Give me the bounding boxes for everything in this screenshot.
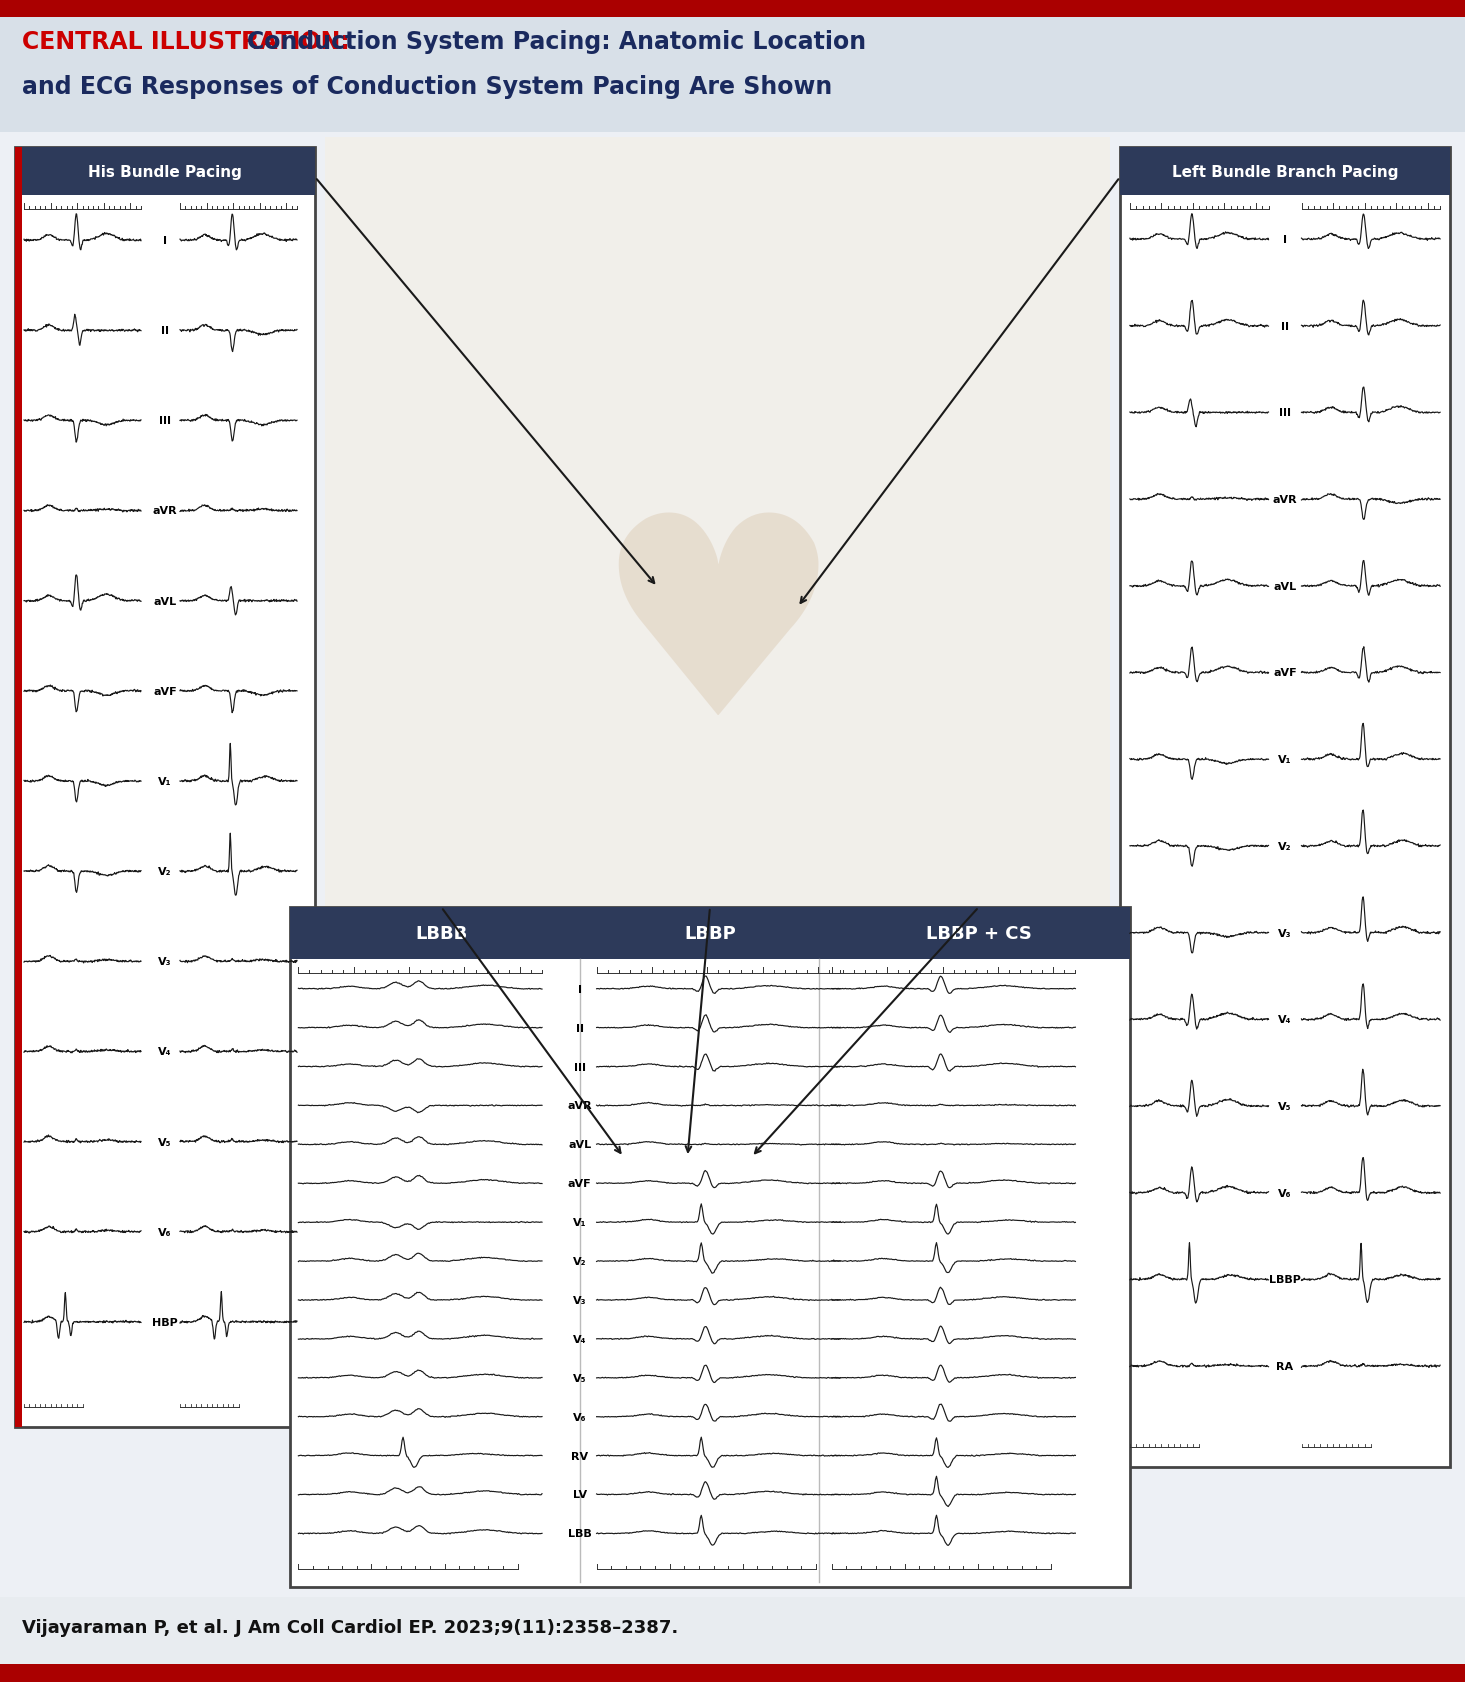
Text: LBBP: LBBP: [1269, 1275, 1301, 1285]
Text: aVL: aVL: [154, 597, 177, 606]
Text: Conduction System Pacing: Anatomic Location: Conduction System Pacing: Anatomic Locat…: [248, 30, 866, 54]
Bar: [0, 0, 1465, 19]
Text: V₄: V₄: [1279, 1014, 1292, 1024]
Text: LV: LV: [573, 1490, 587, 1500]
Text: V₆: V₆: [573, 1411, 586, 1421]
Text: aVL: aVL: [1273, 582, 1297, 592]
Text: His Bundle Pacing: His Bundle Pacing: [88, 165, 242, 180]
Text: I: I: [577, 984, 582, 994]
Text: V₄: V₄: [573, 1334, 586, 1344]
Text: V₂: V₂: [158, 866, 171, 876]
Text: aVF: aVF: [1273, 668, 1297, 678]
Text: V₆: V₆: [158, 1226, 171, 1236]
Text: ♥: ♥: [593, 503, 842, 772]
Text: II: II: [1280, 321, 1289, 331]
Bar: [0, 19, 1465, 133]
Bar: [1121, 148, 1450, 1467]
Text: V₅: V₅: [158, 1137, 171, 1147]
Bar: [15, 148, 315, 1426]
Bar: [325, 138, 1110, 1198]
Text: I: I: [163, 235, 167, 246]
Text: RV: RV: [571, 1450, 589, 1460]
Text: III: III: [160, 415, 171, 426]
Text: V₆: V₆: [1279, 1187, 1292, 1198]
Text: LBBP: LBBP: [684, 925, 735, 942]
Bar: [1121, 148, 1450, 195]
Text: V₃: V₃: [158, 957, 171, 967]
Text: V₂: V₂: [573, 1256, 586, 1267]
Text: aVR: aVR: [1273, 495, 1298, 505]
Text: LBBP + CS: LBBP + CS: [926, 925, 1031, 942]
Text: aVR: aVR: [567, 1100, 592, 1110]
Text: II: II: [576, 1023, 583, 1033]
Bar: [290, 908, 1130, 1588]
Text: aVR: aVR: [152, 506, 177, 516]
Text: III: III: [574, 1061, 586, 1071]
Bar: [15, 148, 22, 1426]
Bar: [0, 1663, 1465, 1682]
Text: LBBB: LBBB: [415, 925, 467, 942]
Text: I: I: [1283, 235, 1286, 246]
Text: aVF: aVF: [568, 1179, 592, 1189]
Text: RA: RA: [1276, 1361, 1294, 1371]
Text: V₃: V₃: [573, 1295, 586, 1305]
Text: V₁: V₁: [158, 777, 171, 787]
Text: V₃: V₃: [1279, 928, 1292, 939]
Text: and ECG Responses of Conduction System Pacing Are Shown: and ECG Responses of Conduction System P…: [22, 76, 832, 99]
Bar: [290, 908, 1130, 959]
Text: HBP: HBP: [152, 1317, 177, 1327]
Text: Left Bundle Branch Pacing: Left Bundle Branch Pacing: [1172, 165, 1398, 180]
Bar: [0, 133, 1465, 1596]
Text: V₄: V₄: [158, 1046, 171, 1056]
Bar: [15, 148, 315, 195]
Text: LBB: LBB: [568, 1529, 592, 1539]
Text: V₅: V₅: [1279, 1102, 1292, 1112]
Text: aVL: aVL: [568, 1140, 592, 1150]
Text: aVF: aVF: [154, 686, 177, 696]
Text: II: II: [161, 326, 168, 336]
Text: Vijayaraman P, et al. J Am Coll Cardiol EP. 2023;9(11):2358–2387.: Vijayaraman P, et al. J Am Coll Cardiol …: [22, 1618, 678, 1637]
Text: V₂: V₂: [1279, 841, 1292, 851]
Text: V₁: V₁: [1279, 755, 1292, 765]
Text: V₅: V₅: [573, 1373, 586, 1383]
Text: V₁: V₁: [573, 1218, 586, 1228]
Text: III: III: [1279, 409, 1291, 419]
Text: CENTRAL ILLUSTRATION:: CENTRAL ILLUSTRATION:: [22, 30, 350, 54]
